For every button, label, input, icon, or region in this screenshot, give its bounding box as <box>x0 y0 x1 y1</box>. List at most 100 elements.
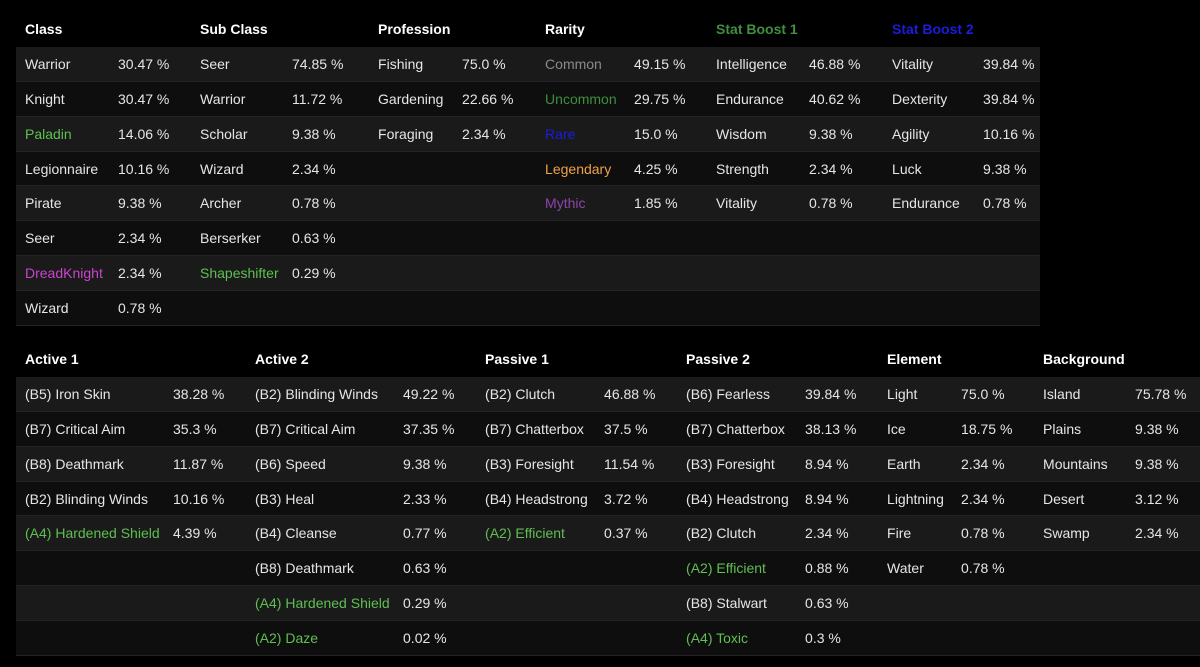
item-label: Dexterity <box>892 90 948 107</box>
item-percent: 0.78 % <box>983 195 1027 212</box>
item-label: (B6) Fearless <box>686 385 771 402</box>
empty-cell <box>625 290 707 325</box>
item-label: Seer <box>25 230 55 247</box>
empty-cell <box>453 256 536 291</box>
item-percent: 30.47 % <box>118 55 170 72</box>
item-label: Mountains <box>1043 455 1108 472</box>
empty-cell <box>952 586 1034 621</box>
item-label: Ice <box>887 420 906 437</box>
empty-cell <box>16 551 164 586</box>
item-percent: 75.0 % <box>961 385 1005 402</box>
empty-cell <box>164 620 246 655</box>
item-label: (B2) Clutch <box>485 385 556 402</box>
item-percent: 0.77 % <box>403 525 447 542</box>
item-percent: 37.35 % <box>403 420 455 437</box>
item-label: (B2) Clutch <box>686 525 757 542</box>
item-label: Desert <box>1043 490 1085 507</box>
empty-cell <box>800 256 883 291</box>
empty-cell <box>536 256 625 291</box>
item-percent: 0.78 % <box>961 525 1005 542</box>
item-percent: 11.87 % <box>173 455 224 472</box>
column-header-element: Element <box>887 351 942 368</box>
empty-cell <box>16 620 164 655</box>
item-percent: 2.34 % <box>118 230 162 247</box>
item-label: (B2) Blinding Winds <box>255 385 378 402</box>
item-percent: 9.38 % <box>292 125 336 142</box>
empty-cell <box>164 551 246 586</box>
item-percent: 0.78 % <box>961 560 1005 577</box>
item-label: Rare <box>545 125 576 142</box>
item-label: Scholar <box>200 125 248 142</box>
item-label: Pirate <box>25 195 62 212</box>
item-percent: 0.63 % <box>403 560 447 577</box>
item-label: Earth <box>887 455 921 472</box>
item-label: (B7) Critical Aim <box>25 420 126 437</box>
item-percent: 9.38 % <box>403 455 447 472</box>
empty-cell <box>883 221 974 256</box>
item-percent: 2.34 % <box>809 160 853 177</box>
empty-cell <box>191 290 283 325</box>
item-label: Wizard <box>200 160 244 177</box>
empty-cell <box>16 586 164 621</box>
item-percent: 3.12 % <box>1135 490 1179 507</box>
table-row: Seer 2.34 % Berserker 0.63 % <box>16 220 1041 256</box>
item-label: Mythic <box>545 195 586 212</box>
item-label: (B2) Blinding Winds <box>25 490 148 507</box>
column-header-passive-1: Passive 1 <box>485 351 549 368</box>
header-row: Class Sub Class Profession Rarity Stat Boost… <box>16 12 1040 47</box>
item-percent: 22.66 % <box>462 90 514 107</box>
empty-cell <box>1126 551 1200 586</box>
item-percent: 39.84 % <box>805 385 857 402</box>
empty-cell <box>476 586 595 621</box>
item-percent: 10.16 % <box>173 490 225 507</box>
item-label: Plains <box>1043 420 1082 437</box>
empty-cell <box>974 221 1040 256</box>
top-stats-table: Class Sub Class Profession Rarity Stat Boost… <box>16 12 1041 326</box>
item-label: Warrior <box>200 90 246 107</box>
item-label: (B8) Stalwart <box>686 594 767 611</box>
table-row: (B8) Deathmark 11.87 % (B6) Speed 9.38 % (B3… <box>16 446 1200 482</box>
item-label: Legendary <box>545 160 612 177</box>
item-percent: 0.29 % <box>292 264 336 281</box>
item-percent: 15.0 % <box>634 125 678 142</box>
empty-cell <box>800 290 883 325</box>
bottom-stats-table: Active 1 Active 2 Passive 1 Passive 2 Elemen… <box>16 342 1200 656</box>
item-percent: 74.85 % <box>292 55 344 72</box>
table-row: Wizard 0.78 % <box>16 290 1041 326</box>
column-header-stat-boost-1: Stat Boost 1 <box>716 21 798 38</box>
empty-cell <box>369 151 453 186</box>
table-row: (A4) Hardened Shield 0.29 % (B8) Stalwart 0… <box>16 585 1200 621</box>
item-label: (B3) Heal <box>255 490 315 507</box>
empty-cell <box>878 586 952 621</box>
empty-cell <box>369 186 453 221</box>
item-label: Agility <box>892 125 930 142</box>
item-label: (A4) Hardened Shield <box>255 594 390 611</box>
empty-cell <box>164 586 246 621</box>
item-percent: 14.06 % <box>118 125 170 142</box>
empty-cell <box>974 290 1040 325</box>
table-row: Warrior 30.47 % Seer 74.85 % Fishing 75.0 % Co… <box>16 46 1041 82</box>
item-percent: 0.63 % <box>805 594 849 611</box>
table-row: (A4) Hardened Shield 4.39 % (B4) Cleanse 0.… <box>16 515 1200 551</box>
item-percent: 2.34 % <box>292 160 336 177</box>
item-percent: 39.84 % <box>983 55 1035 72</box>
item-label: Endurance <box>892 195 960 212</box>
item-percent: 0.63 % <box>292 230 336 247</box>
item-label: Gardening <box>378 90 444 107</box>
item-percent: 0.02 % <box>403 629 447 646</box>
item-percent: 30.47 % <box>118 90 170 107</box>
empty-cell <box>476 551 595 586</box>
empty-cell <box>707 221 800 256</box>
empty-cell <box>369 290 453 325</box>
item-percent: 2.34 % <box>961 490 1005 507</box>
empty-cell <box>283 290 369 325</box>
table-row: (B8) Deathmark 0.63 % (A2) Efficient 0.88 %… <box>16 550 1200 586</box>
item-label: (B4) Headstrong <box>485 490 588 507</box>
item-label: Strength <box>716 160 769 177</box>
table-row: (B5) Iron Skin 38.28 % (B2) Blinding Winds… <box>16 376 1200 412</box>
item-percent: 11.54 % <box>604 455 655 472</box>
empty-cell <box>625 221 707 256</box>
column-header-passive-2: Passive 2 <box>686 351 750 368</box>
empty-cell <box>625 256 707 291</box>
item-label: Uncommon <box>545 90 617 107</box>
